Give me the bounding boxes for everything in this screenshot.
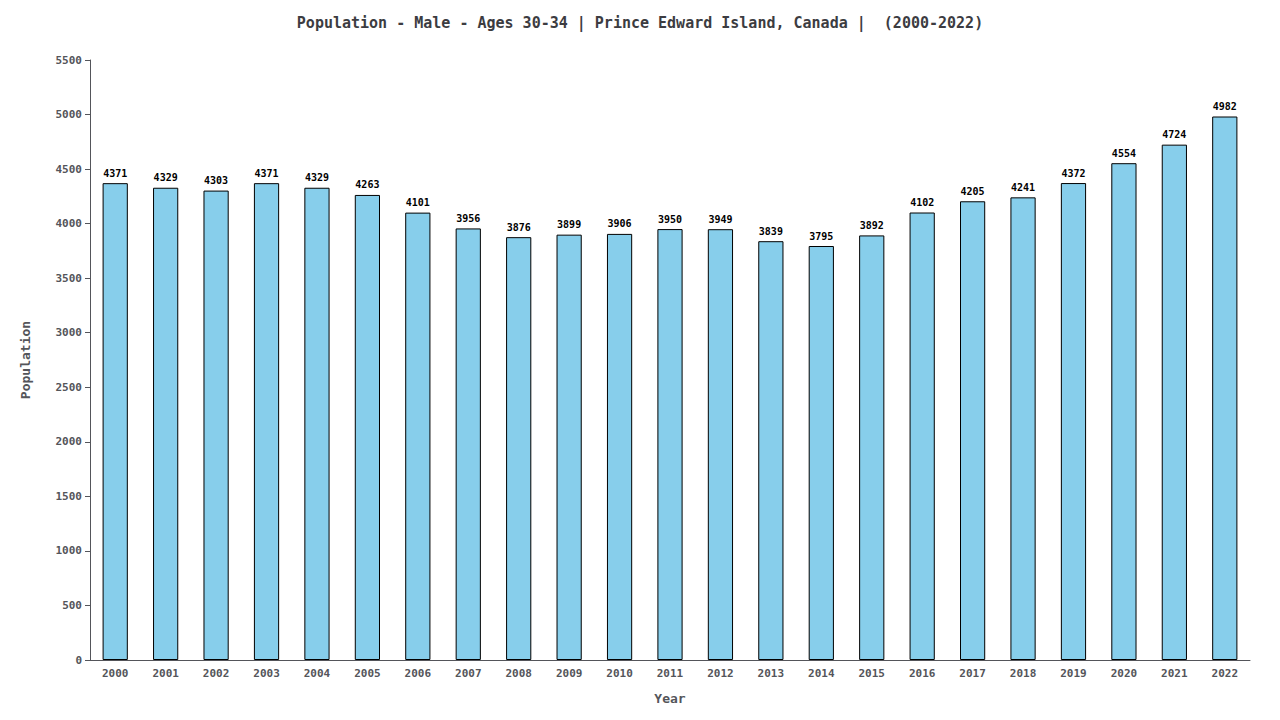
- svg-text:3956: 3956: [456, 213, 480, 224]
- svg-text:2022: 2022: [1212, 667, 1239, 680]
- svg-text:2006: 2006: [405, 667, 432, 680]
- svg-text:Year: Year: [654, 691, 685, 706]
- svg-text:2020: 2020: [1111, 667, 1138, 680]
- svg-text:2000: 2000: [102, 667, 129, 680]
- svg-text:4554: 4554: [1112, 148, 1136, 159]
- svg-text:3899: 3899: [557, 219, 581, 230]
- svg-text:2011: 2011: [657, 667, 684, 680]
- svg-text:2500: 2500: [56, 381, 83, 394]
- svg-text:2018: 2018: [1010, 667, 1036, 680]
- svg-text:3950: 3950: [658, 214, 682, 225]
- svg-text:4303: 4303: [204, 175, 228, 186]
- svg-text:2005: 2005: [354, 667, 381, 680]
- svg-text:4329: 4329: [154, 172, 178, 183]
- svg-text:2013: 2013: [758, 667, 785, 680]
- svg-text:2002: 2002: [203, 667, 230, 680]
- svg-text:2004: 2004: [304, 667, 331, 680]
- svg-text:4263: 4263: [355, 179, 379, 190]
- svg-text:3500: 3500: [56, 272, 83, 285]
- svg-text:Population - Male - Ages 30-34: Population - Male - Ages 30-34 | Prince …: [297, 14, 983, 33]
- svg-text:4101: 4101: [406, 197, 430, 208]
- svg-text:4371: 4371: [103, 168, 127, 179]
- svg-text:2017: 2017: [959, 667, 986, 680]
- svg-text:Population: Population: [18, 321, 33, 399]
- svg-text:2003: 2003: [253, 667, 280, 680]
- svg-text:4371: 4371: [254, 168, 278, 179]
- svg-text:3949: 3949: [708, 214, 732, 225]
- svg-text:3000: 3000: [56, 326, 83, 339]
- svg-text:2001: 2001: [152, 667, 179, 680]
- svg-text:4205: 4205: [961, 186, 985, 197]
- svg-text:3892: 3892: [860, 220, 884, 231]
- svg-text:4724: 4724: [1162, 129, 1186, 140]
- svg-text:4000: 4000: [56, 217, 83, 230]
- svg-text:4102: 4102: [910, 197, 934, 208]
- svg-text:3795: 3795: [809, 231, 833, 242]
- svg-text:3876: 3876: [507, 222, 531, 233]
- svg-text:2014: 2014: [808, 667, 835, 680]
- svg-text:2015: 2015: [858, 667, 885, 680]
- svg-text:5500: 5500: [56, 54, 83, 67]
- svg-text:4500: 4500: [56, 163, 83, 176]
- svg-text:2007: 2007: [455, 667, 482, 680]
- svg-text:5000: 5000: [56, 108, 83, 121]
- svg-text:2019: 2019: [1060, 667, 1087, 680]
- svg-text:3839: 3839: [759, 226, 783, 237]
- svg-text:2012: 2012: [707, 667, 734, 680]
- svg-text:4982: 4982: [1213, 101, 1237, 112]
- svg-text:500: 500: [62, 599, 82, 612]
- svg-text:2021: 2021: [1161, 667, 1188, 680]
- svg-text:2016: 2016: [909, 667, 936, 680]
- svg-text:3906: 3906: [608, 218, 632, 229]
- svg-text:1500: 1500: [56, 490, 83, 503]
- svg-text:0: 0: [75, 654, 82, 667]
- svg-text:4372: 4372: [1061, 168, 1085, 179]
- svg-text:4329: 4329: [305, 172, 329, 183]
- svg-text:1000: 1000: [56, 544, 83, 557]
- svg-text:2009: 2009: [556, 667, 583, 680]
- svg-text:2000: 2000: [56, 435, 83, 448]
- svg-text:2008: 2008: [505, 667, 532, 680]
- svg-text:2010: 2010: [606, 667, 633, 680]
- svg-text:4241: 4241: [1011, 182, 1035, 193]
